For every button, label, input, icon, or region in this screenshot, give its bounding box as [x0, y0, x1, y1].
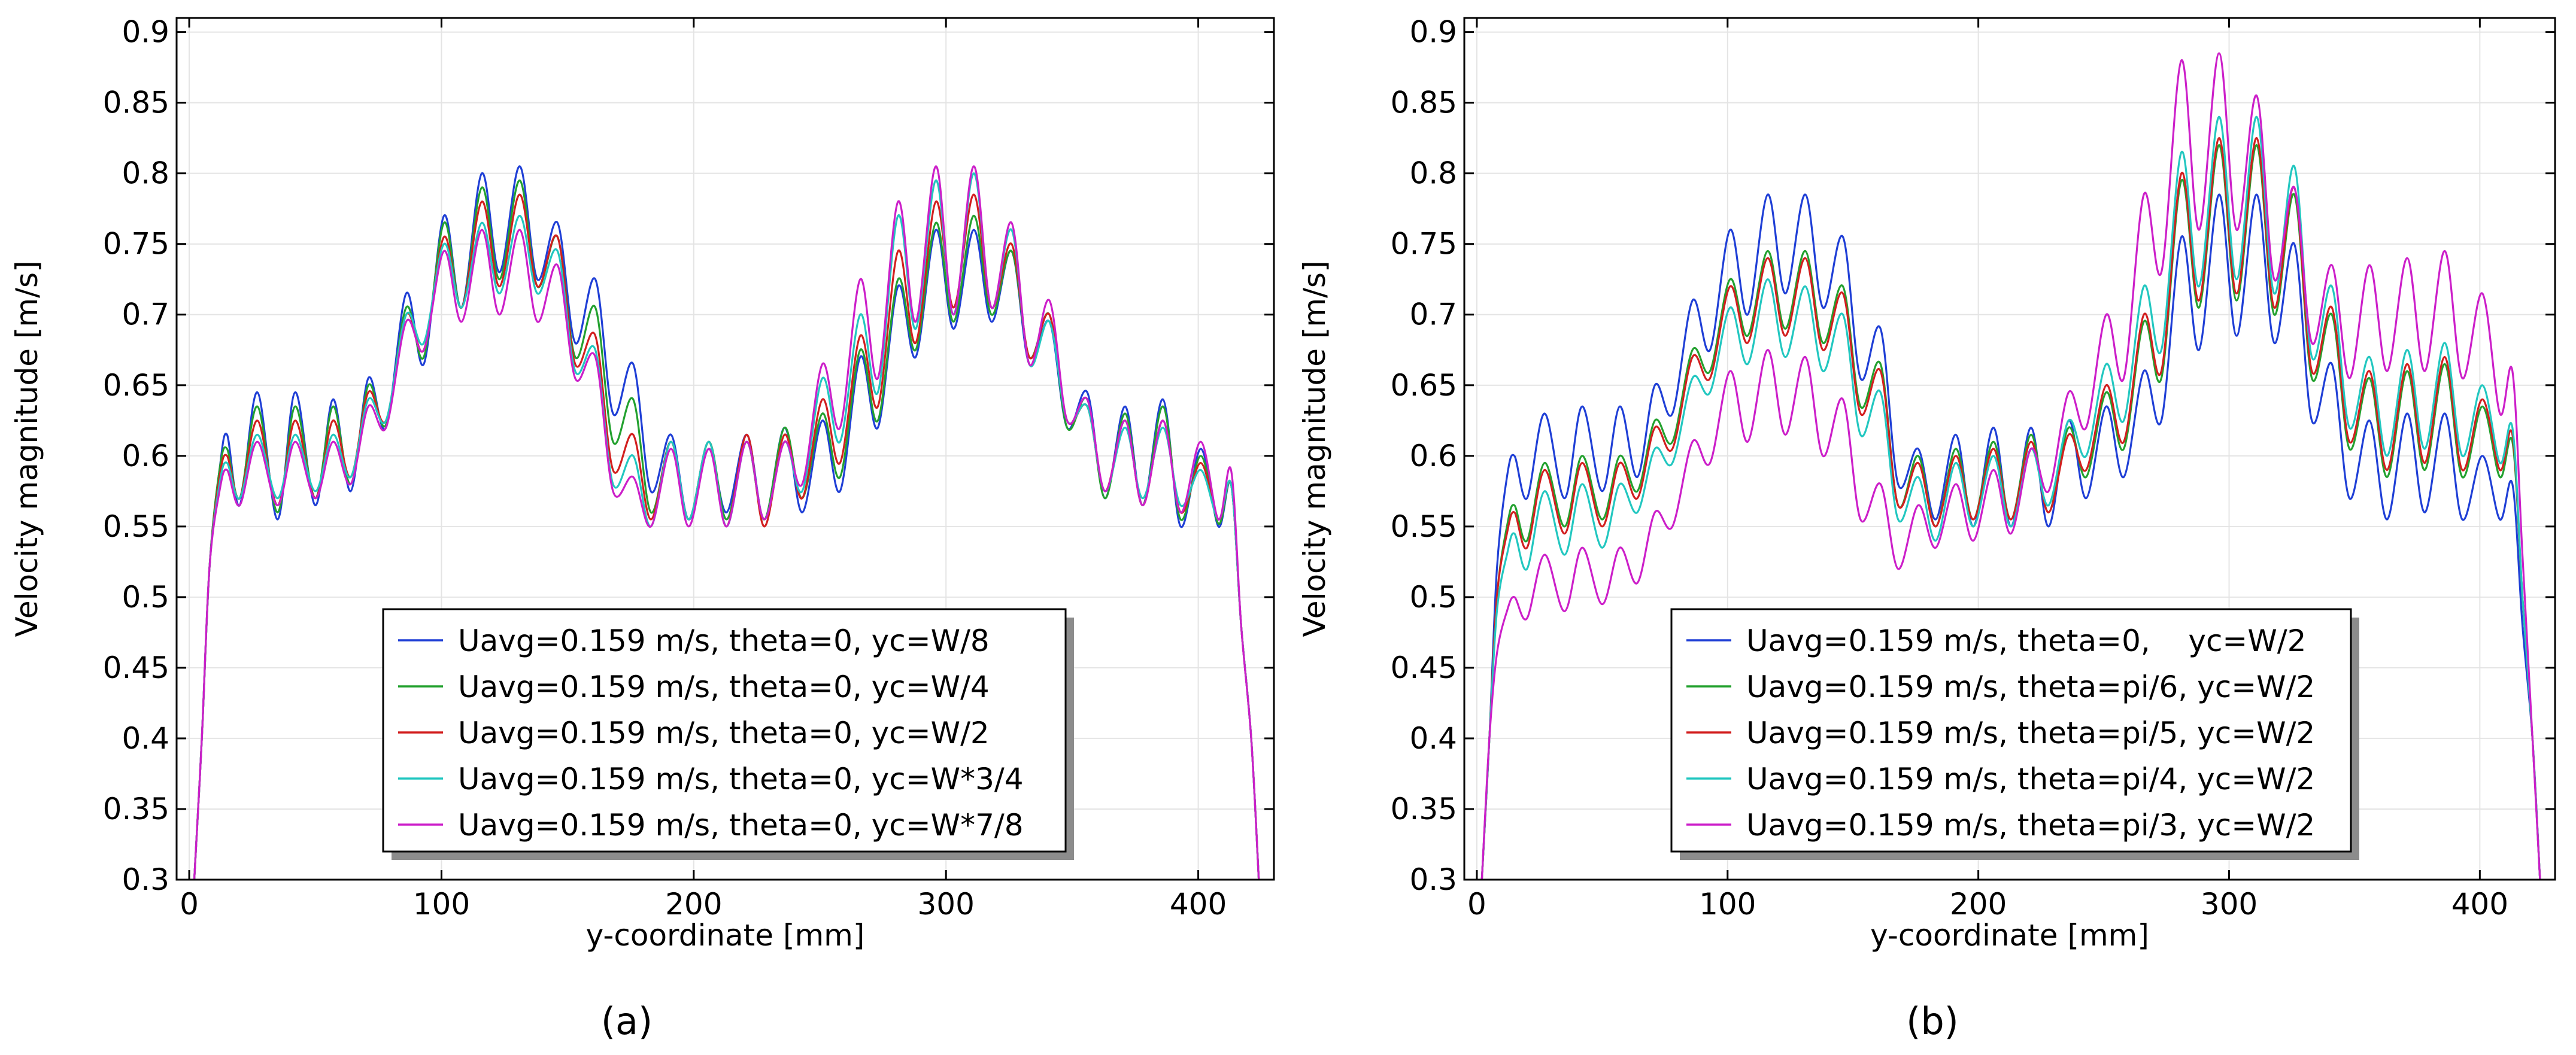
y-tick-label: 0.65 [1391, 368, 1457, 403]
x-tick-label: 0 [180, 887, 199, 922]
x-tick-label: 300 [2201, 887, 2258, 922]
x-axis-label: y-coordinate [mm] [586, 918, 865, 953]
y-tick-label: 0.8 [1409, 156, 1457, 191]
legend-entry-2: Uavg=0.159 m/s, theta=pi/6, yc=W/2 [1746, 670, 2315, 704]
y-tick-label: 0.9 [122, 15, 169, 50]
y-tick-label: 0.35 [1391, 792, 1457, 826]
legend-entry-1: Uavg=0.159 m/s, theta=0, yc=W/2 [1746, 624, 2306, 658]
legend-box [1670, 608, 2352, 853]
y-tick-label: 0.9 [1409, 15, 1457, 50]
y-tick-label: 0.7 [122, 297, 169, 332]
y-tick-label: 0.55 [103, 509, 169, 544]
y-tick-label: 0.3 [122, 862, 169, 897]
y-tick-label: 0.45 [1391, 650, 1457, 685]
y-tick-label: 0.4 [122, 721, 169, 756]
series-group [1480, 52, 2541, 880]
legend-entry-2: Uavg=0.159 m/s, theta=0, yc=W/4 [458, 670, 990, 704]
legend: Uavg=0.159 m/s, theta=0, yc=W/8 Uavg=0.15… [382, 608, 1074, 860]
x-tick-label: 100 [413, 887, 470, 922]
y-tick-label: 0.75 [1391, 227, 1457, 262]
y-axis-label: Velocity magnitude [m/s] [1297, 260, 1332, 637]
y-tick-label: 0.7 [1409, 297, 1457, 332]
legend-entry-1: Uavg=0.159 m/s, theta=0, yc=W/8 [458, 624, 990, 658]
x-tick-label: 400 [2451, 887, 2508, 922]
y-tick-label: 0.5 [122, 580, 169, 615]
chart-panel-a: 0.3 0.35 0.4 0.45 0.5 0.55 0.6 0.65 0.7 0.75 0.8 0.… [10, 15, 1275, 1043]
x-tick-label: 200 [1950, 887, 2007, 922]
plot-frame [175, 17, 1275, 881]
legend-entry-3: Uavg=0.159 m/s, theta=pi/5, yc=W/2 [1746, 716, 2315, 750]
series-line-4 [1480, 115, 2541, 880]
legend-entry-5: Uavg=0.159 m/s, theta=pi/3, yc=W/2 [1746, 808, 2315, 843]
x-tick-label: 200 [665, 887, 722, 922]
legend-entry-4: Uavg=0.159 m/s, theta=pi/4, yc=W/2 [1746, 762, 2315, 796]
y-tick-label: 0.45 [103, 650, 169, 685]
y-tick-label: 0.8 [122, 156, 169, 191]
y-tick-label: 0.85 [1391, 86, 1457, 120]
y-tick-label: 0.75 [103, 227, 169, 262]
plot-frame [1463, 17, 2556, 881]
x-axis-label: y-coordinate [mm] [1870, 918, 2149, 953]
y-tick-label: 0.5 [1409, 580, 1457, 615]
chart-panel-b: 0.3 0.35 0.4 0.45 0.5 0.55 0.6 0.65 0.7 0.75 0.8 0.… [1297, 15, 2556, 1043]
y-tick-label: 0.6 [122, 439, 169, 473]
y-tick-label: 0.4 [1409, 721, 1457, 756]
legend: Uavg=0.159 m/s, theta=0, yc=W/2 Uavg=0.15… [1670, 608, 2359, 860]
y-tick-label: 0.85 [103, 86, 169, 120]
legend-entry-3: Uavg=0.159 m/s, theta=0, yc=W/2 [458, 716, 990, 750]
y-tick-label: 0.65 [103, 368, 169, 403]
x-tick-label: 300 [917, 887, 974, 922]
x-tick-label: 400 [1170, 887, 1227, 922]
legend-box [382, 608, 1067, 853]
series-line-5 [193, 165, 1260, 880]
y-tick-label: 0.3 [1409, 862, 1457, 897]
panel-label: (b) [1906, 999, 1959, 1043]
y-tick-label: 0.6 [1409, 439, 1457, 473]
y-tick-label: 0.35 [103, 792, 169, 826]
series-group [193, 165, 1260, 880]
legend-entry-4: Uavg=0.159 m/s, theta=0, yc=W*3/4 [458, 762, 1024, 796]
legend-entry-5: Uavg=0.159 m/s, theta=0, yc=W*7/8 [458, 808, 1024, 843]
x-tick-label: 100 [1699, 887, 1756, 922]
y-tick-label: 0.55 [1391, 509, 1457, 544]
x-tick-label: 0 [1467, 887, 1486, 922]
series-line-3 [1480, 137, 2541, 880]
panel-label: (a) [601, 999, 653, 1043]
y-axis-label: Velocity magnitude [m/s] [10, 260, 44, 637]
series-line-5 [1480, 52, 2541, 880]
